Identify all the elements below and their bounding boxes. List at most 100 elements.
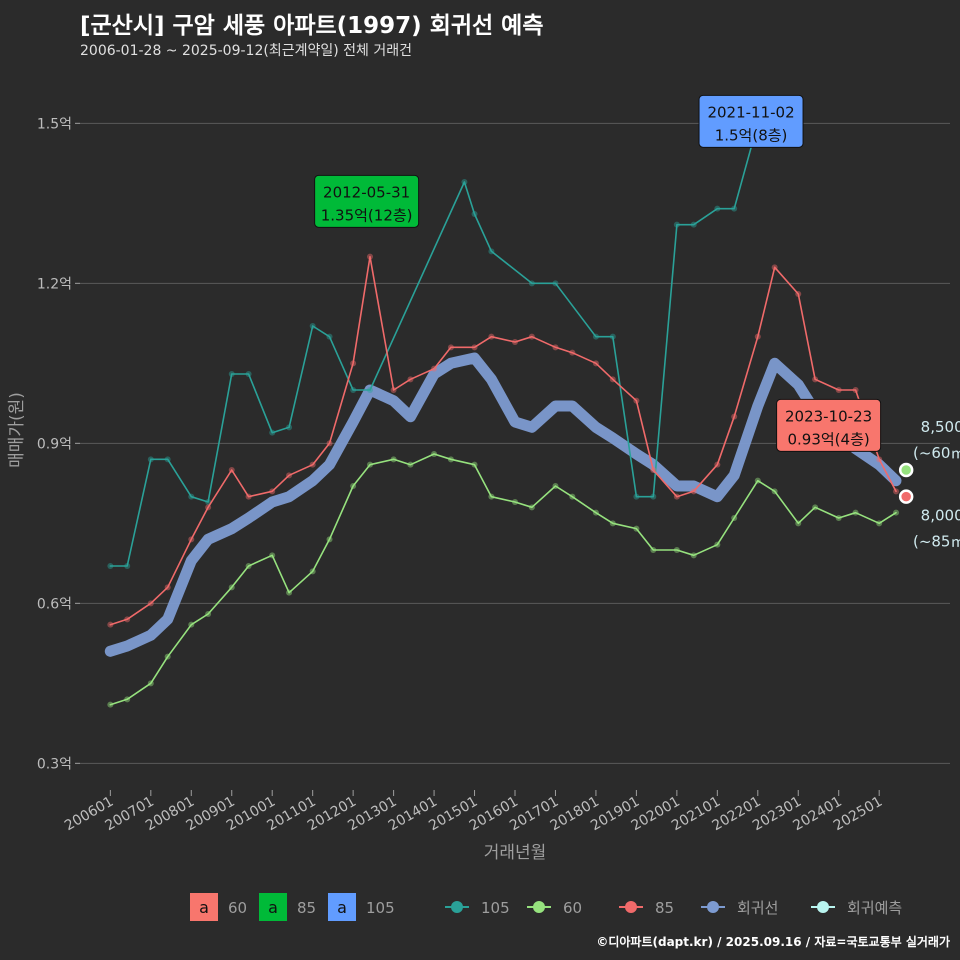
data-point-85 xyxy=(367,253,373,260)
data-point-60 xyxy=(528,504,535,511)
legend-glyph: a xyxy=(337,898,347,917)
data-point-60 xyxy=(147,680,154,687)
data-point-105 xyxy=(592,333,599,340)
data-point-85 xyxy=(431,365,438,372)
data-point-105 xyxy=(552,280,559,287)
data-point-85 xyxy=(673,493,680,500)
data-point-60 xyxy=(650,547,657,553)
data-point-60 xyxy=(286,589,293,596)
data-point-60 xyxy=(350,483,357,489)
data-point-85 xyxy=(350,360,357,367)
data-point-60 xyxy=(107,701,114,708)
data-point-85 xyxy=(650,467,657,473)
series-lines xyxy=(104,120,914,708)
data-point-105 xyxy=(731,205,738,212)
end-labels: 8,500 (~60㎡) 8,000 (~85㎡) xyxy=(913,418,960,551)
callout-bg xyxy=(698,94,804,148)
data-point-105 xyxy=(609,333,616,340)
grid-lines xyxy=(80,122,950,764)
data-point-85 xyxy=(569,349,576,356)
series-line-regression xyxy=(104,352,902,657)
callout-box: 2023-10-23 0.93억(4층) xyxy=(776,398,882,452)
data-point-105 xyxy=(107,563,114,569)
data-point-60 xyxy=(228,584,235,591)
legend-glyph: a xyxy=(199,898,209,917)
legend: a 60 a 85 a 105 105 60 85 회귀선 회귀예측 xyxy=(190,893,902,921)
data-point-85 xyxy=(731,413,738,420)
callout-box: 2012-05-31 1.35억(12층) xyxy=(314,174,420,228)
callout-box: 2021-11-02 1.5억(8층) xyxy=(698,94,804,148)
data-point-85 xyxy=(107,621,114,628)
data-point-85 xyxy=(528,333,535,340)
legend-item-line: 105 xyxy=(445,899,510,917)
data-point-60 xyxy=(812,504,819,511)
y-tick-labels: 0.3억 0.6억 0.9억 1.2억 1.5억 xyxy=(37,116,80,772)
legend-point-key xyxy=(707,901,719,913)
y-tick-label: 0.6억 xyxy=(37,596,72,612)
data-point-85 xyxy=(512,339,518,345)
data-point-105 xyxy=(673,221,680,228)
data-point-105 xyxy=(309,323,316,329)
legend-label: 60 xyxy=(228,899,247,917)
data-point-105 xyxy=(188,493,195,500)
data-point-85 xyxy=(609,376,616,383)
data-point-60 xyxy=(690,552,697,559)
data-point-60 xyxy=(471,461,478,468)
legend-label: 60 xyxy=(563,899,582,917)
y-tick-label: 0.9억 xyxy=(37,436,72,452)
data-point-60 xyxy=(447,456,454,463)
legend-point-key xyxy=(451,901,463,913)
data-point-60 xyxy=(164,653,171,660)
data-point-85 xyxy=(852,387,859,393)
legend-item-box: a 85 xyxy=(259,893,316,921)
data-point-60 xyxy=(876,520,883,527)
data-point-85 xyxy=(835,387,842,393)
data-point-85 xyxy=(690,488,697,495)
legend-label: 85 xyxy=(297,899,316,917)
data-point-60 xyxy=(552,483,559,489)
data-point-60 xyxy=(488,493,495,500)
callout-date: 2012-05-31 xyxy=(323,183,410,201)
data-point-105 xyxy=(690,221,697,228)
data-point-60 xyxy=(673,547,680,553)
data-point-105 xyxy=(147,456,154,463)
data-point-60 xyxy=(431,451,438,457)
data-point-105 xyxy=(488,248,495,255)
x-axis-label: 거래년월 xyxy=(484,843,547,863)
data-point-85 xyxy=(633,397,640,404)
data-point-105 xyxy=(245,371,252,377)
end-label-value: 8,500 xyxy=(921,418,960,436)
data-point-60 xyxy=(569,493,576,500)
data-point-85 xyxy=(228,467,235,473)
data-point-85 xyxy=(795,291,802,297)
data-point-60 xyxy=(633,525,640,532)
legend-point-key xyxy=(625,901,637,913)
end-label-area: (~60㎡) xyxy=(913,444,960,462)
data-point-60 xyxy=(269,552,276,559)
data-point-85 xyxy=(188,536,195,543)
y-tick-label: 1.5억 xyxy=(37,116,72,132)
data-point-105 xyxy=(269,429,276,436)
source-caption: ©디아파트(dapt.kr) / 2025.09.16 / 자료=국토교통부 실… xyxy=(596,935,950,949)
data-point-85 xyxy=(326,440,333,447)
callout-date: 2023-10-23 xyxy=(785,407,872,425)
y-tick-label: 0.3억 xyxy=(37,756,72,772)
data-point-60 xyxy=(852,509,859,516)
data-point-105 xyxy=(350,387,357,393)
legend-glyph: a xyxy=(268,898,278,917)
data-point-85 xyxy=(164,584,171,591)
end-label-value: 8,000 xyxy=(921,507,960,525)
legend-point-key xyxy=(817,901,829,913)
data-point-60 xyxy=(893,509,900,516)
legend-item-box: a 105 xyxy=(328,893,395,921)
forecast-point-60 xyxy=(898,462,914,478)
legend-item-line: 회귀선 xyxy=(701,899,778,917)
callout-price: 1.35억(12층) xyxy=(321,206,413,224)
series-line-85 xyxy=(109,255,897,626)
legend-label: 회귀예측 xyxy=(847,899,902,917)
data-point-60 xyxy=(731,515,738,521)
data-point-105 xyxy=(471,211,478,217)
data-point-60 xyxy=(407,461,414,468)
data-point-60 xyxy=(771,488,778,495)
data-point-60 xyxy=(609,520,616,527)
